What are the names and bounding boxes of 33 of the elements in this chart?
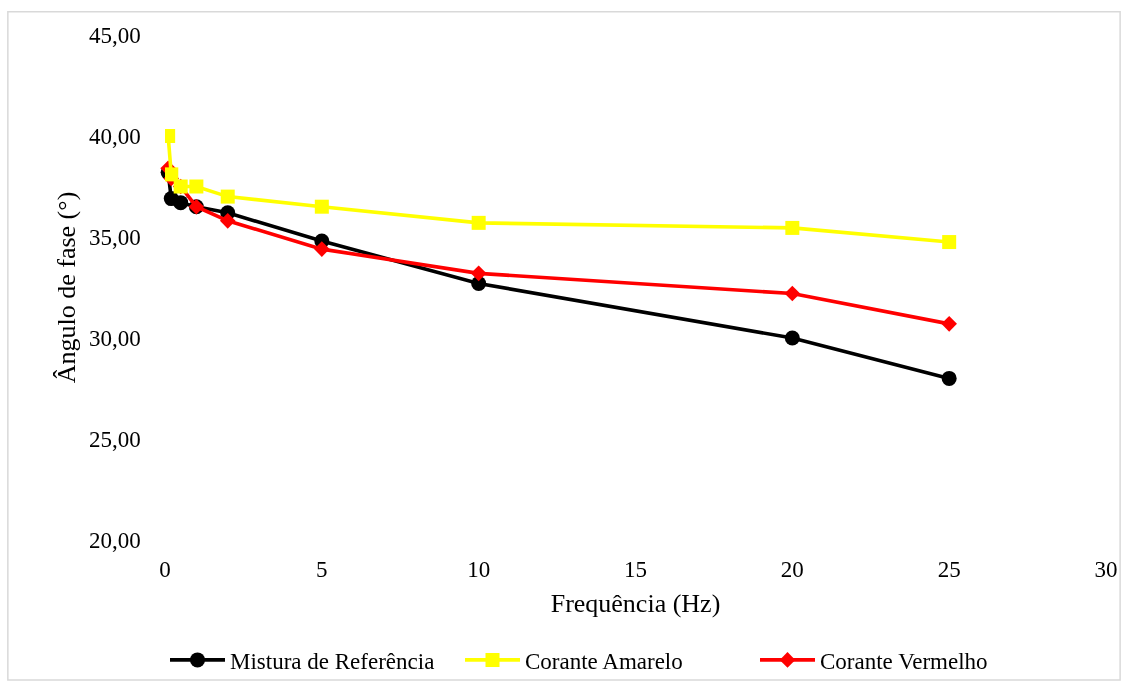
point: [219, 213, 236, 229]
point: [470, 265, 487, 282]
x-axis-title: Frequência (Hz): [550, 588, 721, 618]
point: [314, 199, 329, 214]
x-tick-label: 30: [1094, 557, 1118, 583]
x-tick-label: 5: [316, 557, 328, 583]
legend-label: Mistura de Referência: [230, 648, 435, 674]
y-tick-label: 45,00: [88, 23, 141, 49]
x-tick-label: 25: [937, 557, 961, 583]
point: [173, 195, 189, 211]
point: [220, 189, 235, 204]
point: [189, 179, 204, 194]
point: [941, 316, 957, 332]
point: [941, 370, 957, 386]
x-tick-label: 15: [624, 557, 647, 583]
legend-label: Corante Amarelo: [525, 648, 683, 674]
point: [784, 285, 801, 302]
legend-label: Corante Vermelho: [820, 648, 988, 674]
y-tick-label: 40,00: [88, 124, 141, 150]
y-tick-label: 35,00: [88, 225, 141, 251]
y-axis-title: Ângulo de fase (°): [51, 191, 81, 384]
y-tick-label: 20,00: [88, 528, 141, 554]
point: [165, 167, 179, 182]
y-tick-label: 30,00: [88, 326, 141, 352]
point: [942, 235, 957, 250]
point: [314, 241, 330, 257]
point: [785, 220, 800, 235]
x-tick-label: 10: [467, 557, 491, 583]
y-tick-label: 25,00: [88, 427, 141, 453]
x-tick-label: 20: [780, 557, 804, 583]
point: [471, 215, 486, 230]
x-tick-label: 0: [159, 557, 171, 583]
point: [784, 330, 800, 346]
